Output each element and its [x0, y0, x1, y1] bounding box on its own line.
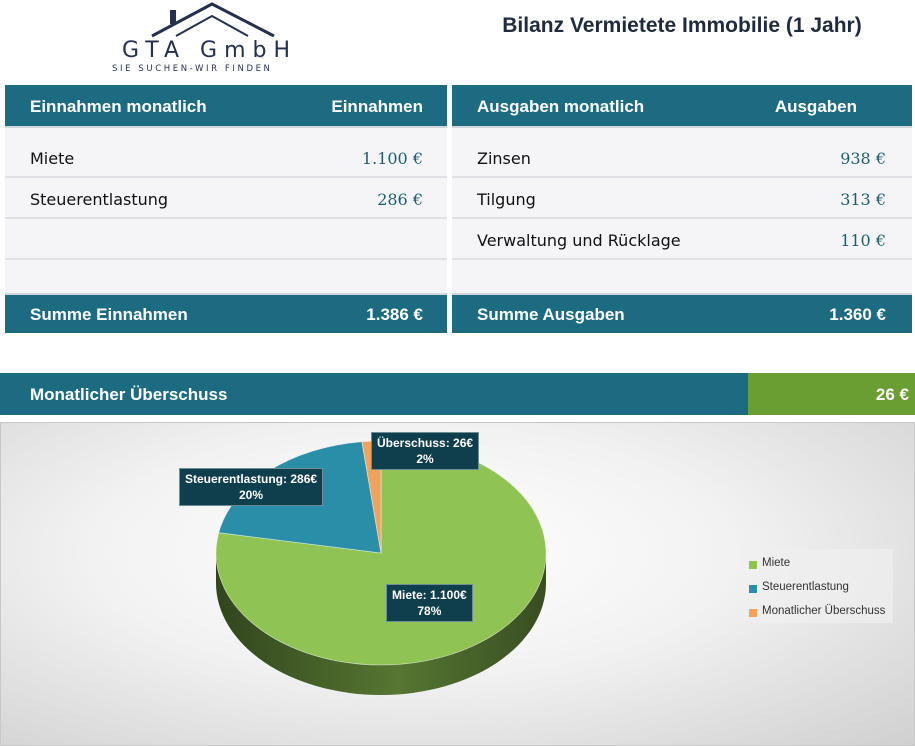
- house-roof-icon: [151, 2, 275, 38]
- expenses-header-label: Ausgaben monatlich: [477, 97, 645, 116]
- row-value: 938 €: [840, 149, 886, 168]
- income-sum-row: Summe Einnahmen 1.386 €: [5, 293, 447, 333]
- table-row: Miete 1.100 €: [5, 137, 447, 178]
- table-row: Verwaltung und Rücklage 110 €: [452, 219, 912, 260]
- expenses-table: Ausgaben monatlich Ausgaben Zinsen 938 €…: [452, 85, 912, 333]
- expenses-sum-row: Summe Ausgaben 1.360 €: [452, 293, 912, 333]
- expenses-header-value: Ausgaben: [774, 97, 857, 116]
- income-header-label: Einnahmen monatlich: [30, 97, 207, 116]
- row-label: Miete: [30, 149, 75, 168]
- logo-slogan: SIE SUCHEN-WIR FINDEN: [112, 64, 273, 74]
- data-label-text: Steuerentlastung: 286€: [185, 472, 318, 486]
- row-value: 1.100 €: [361, 149, 423, 168]
- data-label-ueberschuss: Überschuss: 26€ 2%: [371, 432, 480, 470]
- table-row-empty: [5, 219, 447, 260]
- data-label-miete: Miete: 1.100€ 78%: [386, 584, 473, 622]
- expenses-sum-value: 1.360 €: [829, 305, 886, 324]
- row-label: Tilgung: [477, 190, 536, 209]
- expenses-header: Ausgaben monatlich Ausgaben: [452, 85, 912, 128]
- data-label-percent: 2%: [416, 452, 434, 466]
- data-label-percent: 78%: [417, 604, 442, 618]
- income-sum-label: Summe Einnahmen: [30, 305, 188, 324]
- income-header-value: Einnahmen: [331, 97, 423, 116]
- data-label-text: Überschuss: 26€: [377, 436, 474, 450]
- income-sum-value: 1.386 €: [366, 305, 423, 324]
- data-label-percent: 20%: [239, 488, 264, 502]
- data-label-steuerentlastung: Steuerentlastung: 286€ 20%: [179, 468, 324, 506]
- income-header: Einnahmen monatlich Einnahmen: [5, 85, 447, 128]
- legend-swatch: [749, 585, 757, 593]
- table-row: Steuerentlastung 286 €: [5, 178, 447, 219]
- row-label: Verwaltung und Rücklage: [477, 231, 681, 250]
- page-title: Bilanz Vermietete Immobilie (1 Jahr): [502, 14, 862, 37]
- legend-swatch: [749, 561, 757, 569]
- logo-name: GTA GmbH: [122, 38, 298, 63]
- expenses-sum-label: Summe Ausgaben: [477, 305, 625, 324]
- pie-chart: Steuerentlastung: 286€ 20% Überschuss: 2…: [0, 422, 915, 746]
- row-label: Steuerentlastung: [30, 190, 169, 209]
- row-label: Zinsen: [477, 149, 531, 168]
- pie-slice-side: [216, 553, 546, 695]
- row-value: 286 €: [377, 190, 423, 209]
- legend-label: Steuerentlastung: [762, 581, 849, 593]
- row-value: 110 €: [840, 231, 886, 250]
- table-row: Tilgung 313 €: [452, 178, 912, 219]
- data-label-text: Miete: 1.100€: [392, 588, 467, 602]
- company-logo: GTA GmbH SIE SUCHEN-WIR FINDEN: [108, 0, 318, 80]
- legend-label: Miete: [762, 557, 791, 569]
- legend-label: Monatlicher Überschuss: [762, 605, 886, 617]
- surplus-label: Monatlicher Überschuss: [30, 385, 228, 404]
- legend-swatch: [749, 609, 757, 617]
- row-value: 313 €: [840, 190, 886, 209]
- income-table: Einnahmen monatlich Einnahmen Miete 1.10…: [5, 85, 447, 333]
- surplus-value-box: 26 €: [748, 373, 915, 415]
- surplus-bar: Monatlicher Überschuss: [0, 373, 748, 415]
- surplus-value: 26 €: [875, 385, 909, 404]
- chart-legend: Miete Steuerentlastung Monatlicher Übers…: [743, 549, 893, 623]
- table-row: Zinsen 938 €: [452, 137, 912, 178]
